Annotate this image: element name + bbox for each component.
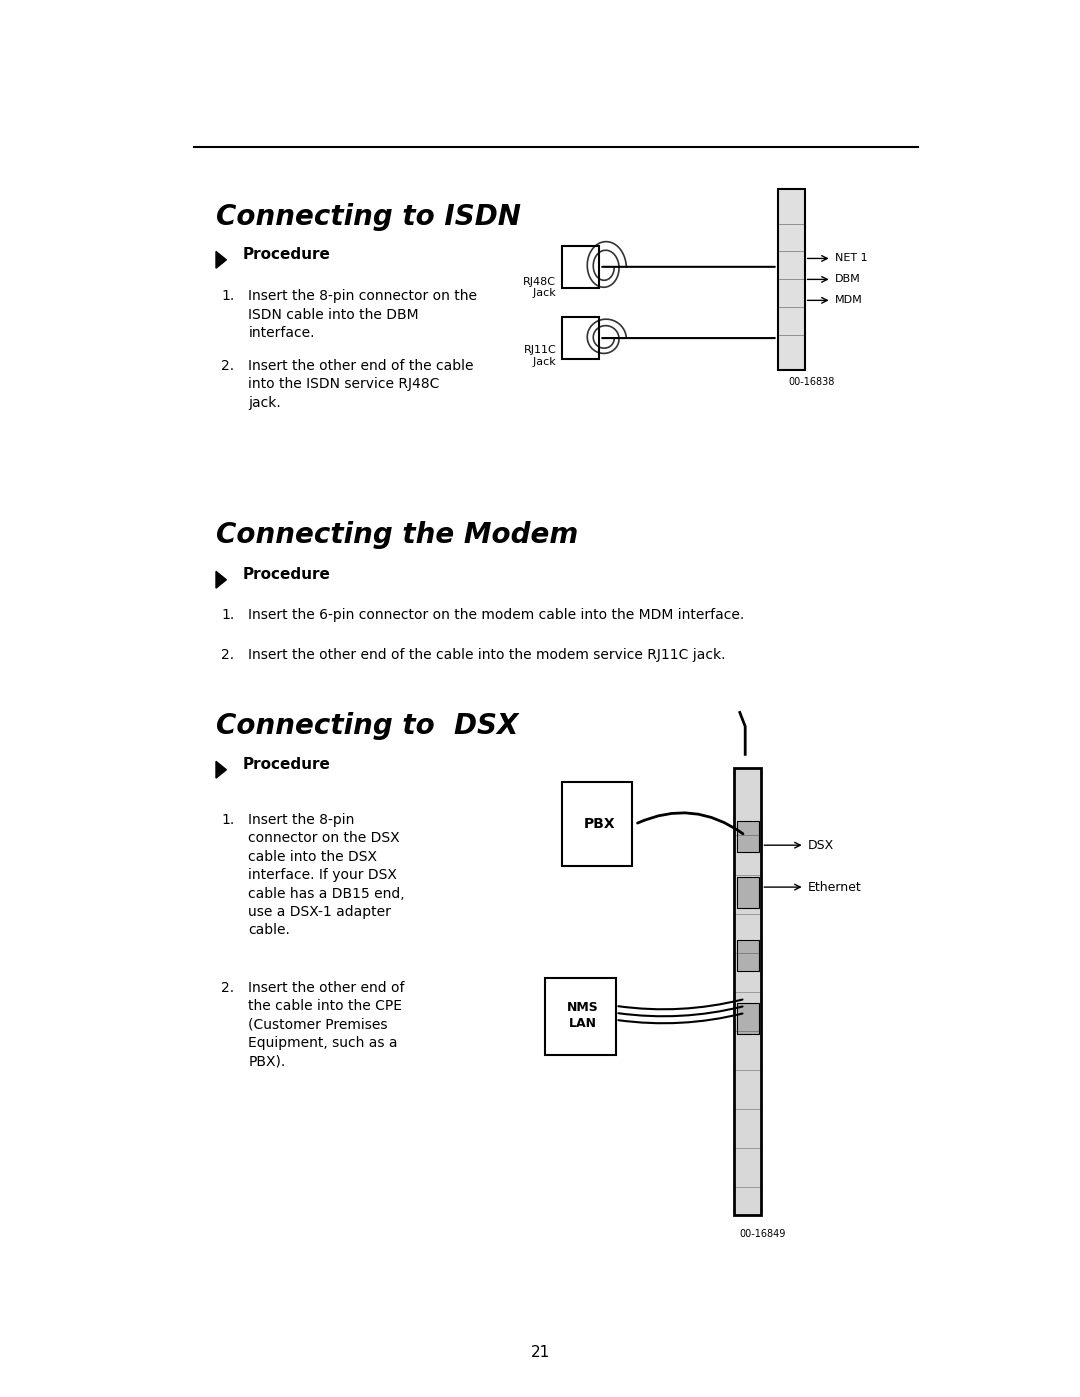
Text: 1.: 1. bbox=[221, 608, 234, 622]
Text: PBX: PBX bbox=[583, 817, 616, 831]
Text: 00-16849: 00-16849 bbox=[740, 1229, 786, 1239]
Text: Procedure: Procedure bbox=[243, 757, 330, 773]
Polygon shape bbox=[216, 251, 227, 268]
Text: Procedure: Procedure bbox=[243, 247, 330, 263]
FancyBboxPatch shape bbox=[562, 246, 599, 288]
FancyBboxPatch shape bbox=[737, 821, 759, 852]
Text: 2.: 2. bbox=[221, 981, 234, 995]
FancyBboxPatch shape bbox=[737, 940, 759, 971]
Text: Insert the 8-pin
connector on the DSX
cable into the DSX
interface. If your DSX
: Insert the 8-pin connector on the DSX ca… bbox=[248, 813, 405, 937]
FancyBboxPatch shape bbox=[778, 189, 805, 370]
Text: Insert the other end of the cable into the modem service RJ11C jack.: Insert the other end of the cable into t… bbox=[248, 648, 726, 662]
Text: 1.: 1. bbox=[221, 813, 234, 827]
Text: NMS
LAN: NMS LAN bbox=[567, 1002, 599, 1030]
Text: 2.: 2. bbox=[221, 648, 234, 662]
Text: DBM: DBM bbox=[835, 274, 861, 285]
Text: Procedure: Procedure bbox=[243, 567, 330, 583]
Text: Insert the 6-pin connector on the modem cable into the MDM interface.: Insert the 6-pin connector on the modem … bbox=[248, 608, 744, 622]
FancyBboxPatch shape bbox=[545, 978, 616, 1055]
Text: 00-16838: 00-16838 bbox=[788, 377, 835, 387]
Text: NET 1: NET 1 bbox=[835, 253, 867, 264]
FancyBboxPatch shape bbox=[737, 1003, 759, 1034]
FancyBboxPatch shape bbox=[737, 877, 759, 908]
Text: Ethernet: Ethernet bbox=[808, 880, 862, 894]
Text: 1.: 1. bbox=[221, 289, 234, 303]
Polygon shape bbox=[216, 571, 227, 588]
Polygon shape bbox=[216, 761, 227, 778]
Text: Insert the other end of
the cable into the CPE
(Customer Premises
Equipment, suc: Insert the other end of the cable into t… bbox=[248, 981, 405, 1069]
Text: RJ11C
  Jack: RJ11C Jack bbox=[524, 345, 556, 366]
Text: MDM: MDM bbox=[835, 295, 863, 306]
Text: 2.: 2. bbox=[221, 359, 234, 373]
FancyBboxPatch shape bbox=[734, 768, 761, 1215]
Text: Insert the 8-pin connector on the
ISDN cable into the DBM
interface.: Insert the 8-pin connector on the ISDN c… bbox=[248, 289, 477, 339]
Text: Connecting to  DSX: Connecting to DSX bbox=[216, 712, 518, 740]
Text: 21: 21 bbox=[530, 1345, 550, 1359]
FancyBboxPatch shape bbox=[562, 782, 632, 866]
Text: Connecting to ISDN: Connecting to ISDN bbox=[216, 203, 521, 231]
Text: Connecting the Modem: Connecting the Modem bbox=[216, 521, 578, 549]
Text: Insert the other end of the cable
into the ISDN service RJ48C
jack.: Insert the other end of the cable into t… bbox=[248, 359, 474, 409]
Text: DSX: DSX bbox=[808, 838, 834, 852]
FancyBboxPatch shape bbox=[562, 317, 599, 359]
Text: RJ48C
  Jack: RJ48C Jack bbox=[523, 277, 556, 298]
